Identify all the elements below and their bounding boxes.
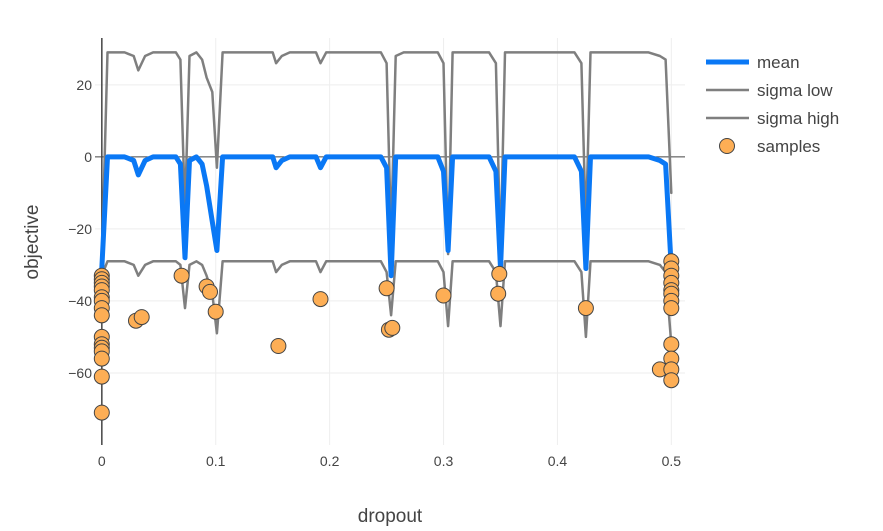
y-axis-title: objective <box>22 205 43 280</box>
y-tick-label: −60 <box>68 365 92 381</box>
y-tick-label: −20 <box>68 221 92 237</box>
sample-point <box>93 404 110 421</box>
sample-point <box>663 372 680 389</box>
sample-point <box>490 285 507 302</box>
sample-point <box>663 300 680 317</box>
sample-point <box>93 307 110 324</box>
x-tick-labels: 0 0.1 0.2 0.3 0.4 0.5 <box>98 453 681 469</box>
sample-point <box>491 265 508 282</box>
x-tick-label: 0.3 <box>434 453 454 469</box>
x-tick-label: 0.4 <box>548 453 568 469</box>
legend-label-samples: samples <box>757 137 820 156</box>
x-tick-label: 0 <box>98 453 106 469</box>
legend[interactable]: mean sigma low sigma high samples <box>706 53 839 156</box>
sample-point <box>663 336 680 353</box>
legend-label-mean: mean <box>757 53 800 72</box>
x-tick-label: 0.1 <box>206 453 226 469</box>
legend-item-sigma-low[interactable]: sigma low <box>706 81 833 100</box>
legend-item-sigma-high[interactable]: sigma high <box>706 109 839 128</box>
x-axis-title: dropout <box>358 506 423 527</box>
legend-item-mean[interactable]: mean <box>706 53 800 72</box>
legend-item-samples[interactable]: samples <box>719 137 821 156</box>
series-line-mean <box>99 154 674 279</box>
sample-point <box>207 303 224 320</box>
legend-swatch-samples <box>719 138 735 154</box>
series-line-sigma-low <box>100 51 673 267</box>
sample-point <box>435 287 452 304</box>
y-tick-label: 0 <box>84 149 92 165</box>
y-tick-label: −40 <box>68 293 92 309</box>
x-tick-label: 0.2 <box>320 453 340 469</box>
sample-point <box>202 283 218 300</box>
legend-label-sigma-low: sigma low <box>757 81 833 100</box>
sample-point <box>93 350 110 367</box>
sample-point <box>577 300 594 317</box>
y-tick-label: 20 <box>76 77 92 93</box>
legend-label-sigma-high: sigma high <box>757 109 839 128</box>
sample-point <box>93 368 110 385</box>
x-tick-label: 0.5 <box>662 453 682 469</box>
sample-point <box>378 280 395 297</box>
sample-point <box>133 309 150 326</box>
sample-point <box>312 291 329 308</box>
sample-markers <box>93 253 680 421</box>
sample-point <box>384 319 401 336</box>
sample-point <box>173 267 190 284</box>
sample-point <box>270 338 287 354</box>
y-tick-labels: 20 0 −20 −40 −60 <box>68 77 92 381</box>
